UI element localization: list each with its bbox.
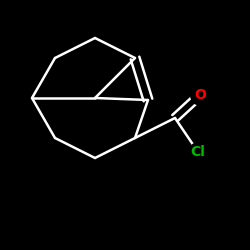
Text: Cl: Cl — [190, 145, 206, 159]
Text: O: O — [194, 88, 206, 102]
